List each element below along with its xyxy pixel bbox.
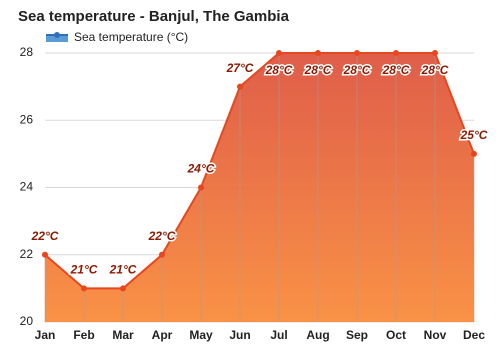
- value-label: 25°C: [460, 128, 488, 142]
- y-tick-label: 22: [20, 247, 34, 261]
- point: [198, 184, 204, 191]
- legend-dot: [54, 32, 60, 38]
- point: [354, 50, 360, 56]
- x-tick-label: Nov: [424, 328, 447, 342]
- value-label: 24°C: [187, 162, 215, 176]
- x-tick-label: Feb: [73, 328, 94, 342]
- point: [120, 285, 126, 292]
- x-tick-label: Apr: [152, 328, 173, 342]
- x-tick-label: Aug: [306, 328, 329, 342]
- value-label: 28°C: [304, 63, 332, 77]
- point: [159, 251, 165, 258]
- y-tick-label: 24: [20, 180, 34, 194]
- x-tick-label: Jun: [229, 328, 250, 342]
- value-label: 22°C: [148, 229, 176, 243]
- value-label: 22°C: [31, 229, 59, 243]
- point: [276, 50, 282, 56]
- point: [237, 83, 243, 90]
- area: [45, 53, 474, 322]
- chart-title: Sea temperature - Banjul, The Gambia: [18, 8, 290, 25]
- value-label: 28°C: [382, 63, 410, 77]
- legend-label: Sea temperature (°C): [74, 30, 188, 44]
- value-label: 28°C: [421, 63, 449, 77]
- value-label: 27°C: [226, 61, 254, 75]
- x-tick-label: Sep: [346, 328, 368, 342]
- value-label: 28°C: [265, 63, 293, 77]
- line: [44, 52, 475, 290]
- legend: Sea temperature (°C): [46, 30, 188, 44]
- point: [432, 50, 438, 56]
- legend-swatch: [46, 35, 68, 42]
- x-tick-label: May: [189, 328, 213, 342]
- value-label: 21°C: [70, 263, 98, 277]
- point: [471, 150, 477, 157]
- point: [81, 285, 87, 292]
- value-label: 21°C: [109, 263, 137, 277]
- x-tick-label: Jul: [270, 328, 287, 342]
- x-tick-label: Oct: [386, 328, 406, 342]
- x-tick-label: Jan: [35, 328, 56, 342]
- y-tick-label: 26: [20, 112, 34, 126]
- point: [315, 50, 321, 56]
- y-tick-label: 20: [20, 314, 34, 328]
- y-tick-label: 28: [20, 45, 34, 59]
- x-tick-label: Dec: [463, 328, 485, 342]
- point: [42, 251, 48, 258]
- value-label: 28°C: [343, 63, 371, 77]
- point: [393, 50, 399, 56]
- x-tick-label: Mar: [112, 328, 134, 342]
